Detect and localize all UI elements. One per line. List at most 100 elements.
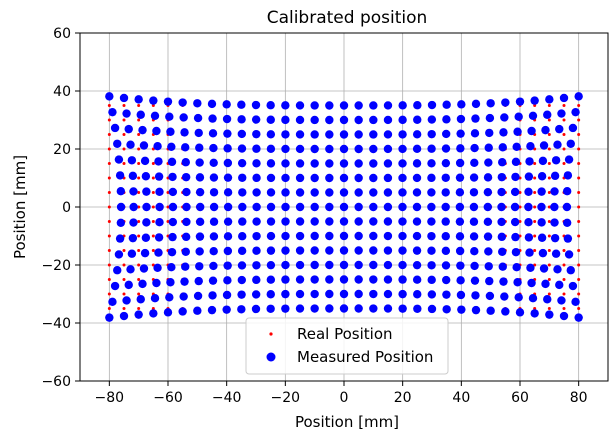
measured-point [251,304,261,314]
real-point [151,205,155,209]
measured-point [310,173,319,183]
real-point [547,263,551,267]
measured-point [383,275,393,284]
measured-point [398,304,407,313]
measured-point [223,188,233,197]
measured-point [266,130,276,139]
measured-point [526,142,535,151]
real-point [547,234,551,238]
measured-point [456,114,466,124]
measured-point [155,202,164,212]
real-point [151,307,155,310]
measured-point [483,187,493,197]
measured-point [223,173,233,182]
measured-point [266,173,276,183]
measured-point [427,159,436,168]
measured-point [252,159,261,168]
measured-point [383,289,393,299]
measured-point [527,278,536,288]
measured-point [398,260,407,270]
measured-point [281,173,290,183]
real-point [122,118,126,122]
measured-point [441,217,450,226]
measured-point [412,275,422,284]
measured-point [153,263,162,272]
measured-point [252,129,261,139]
measured-point [550,187,559,196]
real-point [137,147,141,151]
measured-point [252,144,261,153]
measured-point [354,289,363,299]
measured-point [498,262,507,271]
measured-point [195,173,205,182]
real-point [577,191,581,194]
real-point [107,133,111,136]
measured-point [553,265,562,274]
measured-point [325,188,334,197]
measured-point [501,307,510,316]
measured-point [237,275,247,285]
measured-point [470,129,480,138]
real-point [577,205,581,209]
measured-point [510,202,520,212]
real-point [137,234,141,238]
measured-point [141,172,151,181]
measured-point [441,261,451,270]
measured-point [383,217,393,226]
measured-point [441,188,450,197]
real-point [547,104,551,107]
measured-point [543,295,552,304]
real-point [137,263,141,267]
measured-point [266,275,276,284]
measured-point [222,305,231,314]
measured-point [441,158,451,168]
measured-point [139,264,149,273]
measured-point [266,304,275,313]
measured-point [252,275,261,285]
x-tick-label: 40 [452,390,470,406]
measured-point [119,93,129,103]
measured-point [110,123,120,133]
measured-point [427,246,436,255]
measured-point [369,101,378,110]
measured-point [310,115,319,125]
measured-point [537,172,547,181]
measured-point [369,289,378,299]
measured-point [339,159,349,168]
measured-point [325,202,334,212]
measured-point [339,246,349,255]
measured-point [126,265,135,274]
real-point [547,220,551,223]
measured-point [369,159,378,168]
real-point [107,278,111,281]
measured-point [511,247,521,257]
measured-point [139,141,149,150]
real-point [107,176,111,180]
measured-point [339,260,349,270]
measured-point [412,144,422,154]
measured-point [129,218,138,227]
measured-point [237,144,247,153]
measured-point [237,290,246,299]
measured-point [266,260,276,270]
measured-point [238,232,247,241]
real-point [577,118,581,122]
measured-point [281,130,290,139]
measured-point [339,231,349,241]
measured-point [456,144,465,153]
y-tick-label: 20 [53,142,71,158]
measured-point [571,107,580,117]
measured-point [127,249,137,258]
measured-point [559,93,569,103]
measured-point [398,173,407,183]
measured-point [281,304,290,313]
measured-point [168,187,178,197]
measured-point [165,112,174,121]
measured-point [168,232,177,242]
measured-point [252,217,261,226]
real-point [547,162,551,165]
measured-point [237,115,246,124]
measured-point [310,159,319,168]
measured-point [166,127,175,136]
legend-box [245,317,449,375]
